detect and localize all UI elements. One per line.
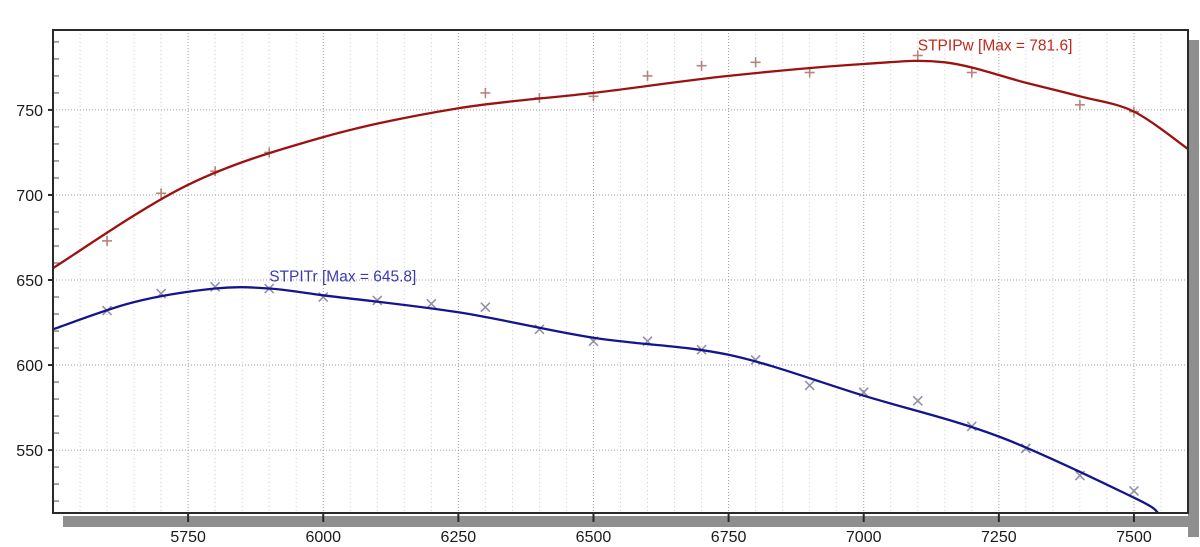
x-tick-label: 5750: [170, 529, 206, 546]
chart-shadow-bottom: [63, 516, 1199, 527]
x-tick-label: 6250: [441, 529, 477, 546]
x-tick-label: 6750: [711, 529, 747, 546]
STPITr-marker: [1128, 485, 1140, 496]
STPITr-marker: [534, 324, 545, 335]
chart-shadow-right: [1188, 40, 1199, 537]
STPIPw-curve: [53, 59, 1188, 270]
x-tick-label: 6000: [305, 529, 341, 546]
STPITr-marker: [480, 302, 491, 313]
x-tick-label: 7250: [981, 529, 1017, 546]
STPITr-marker: [318, 291, 329, 303]
x-tick-label: 6500: [576, 529, 612, 546]
y-tick-label: 750: [16, 103, 43, 120]
STPITr-marker: [804, 380, 815, 391]
y-tick-label: 550: [16, 443, 43, 460]
plot-border: [52, 29, 1189, 514]
STPITr-marker: [426, 298, 437, 309]
STPITr-curve: [53, 286, 1159, 513]
y-tick-label: 700: [16, 188, 43, 205]
y-tick-label: 650: [16, 273, 43, 290]
STPITr-marker: [912, 395, 923, 406]
STPITr-label: STPITr [Max = 645.8]: [269, 269, 416, 286]
x-tick-label: 7000: [846, 529, 882, 546]
STPIPw-label: STPIPw [Max = 781.6]: [918, 37, 1073, 54]
STPITr-marker: [372, 295, 383, 306]
x-tick-label: 7500: [1116, 529, 1152, 546]
STPITr-marker: [750, 354, 761, 366]
y-tick-label: 600: [16, 358, 43, 375]
